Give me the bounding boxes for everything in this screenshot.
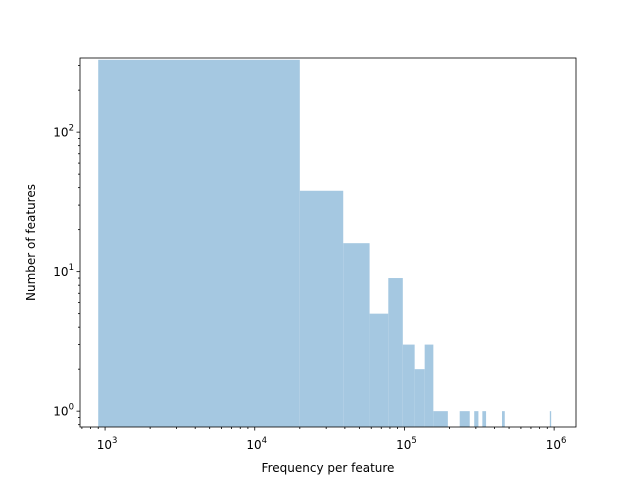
histogram-bar-12 <box>502 411 505 427</box>
x-axis-ticks: 103 104 105 106 <box>81 427 567 452</box>
histogram-bar-7 <box>424 344 434 427</box>
x-axis-label: Frequency per feature <box>262 461 395 475</box>
y-tick-label-0: 100 <box>53 403 74 419</box>
histogram-bar-3 <box>369 313 389 427</box>
x-tick-label-0: 103 <box>97 436 118 452</box>
y-axis-ticks: 100 101 102 <box>53 65 80 426</box>
histogram-bars <box>98 59 552 428</box>
histogram-bar-11 <box>482 411 487 427</box>
histogram-bar-1 <box>299 190 344 427</box>
plot-frame <box>79 57 577 428</box>
x-tick-label-3: 106 <box>546 436 567 452</box>
y-tick-label-2: 102 <box>53 124 74 140</box>
histogram-bar-8 <box>433 411 448 427</box>
histogram-bar-2 <box>343 243 370 427</box>
histogram-bar-6 <box>414 369 425 427</box>
histogram-bar-9 <box>459 411 470 427</box>
y-axis-label: Number of features <box>24 184 38 301</box>
y-tick-label-1: 101 <box>53 263 74 279</box>
x-tick-label-2: 105 <box>396 436 417 452</box>
histogram-bar-0 <box>98 59 300 428</box>
histogram-bar-13 <box>549 411 552 427</box>
histogram-bar-5 <box>402 344 415 427</box>
histogram-bar-10 <box>474 411 479 427</box>
x-tick-label-1: 104 <box>246 436 267 452</box>
histogram-bar-4 <box>388 278 403 427</box>
